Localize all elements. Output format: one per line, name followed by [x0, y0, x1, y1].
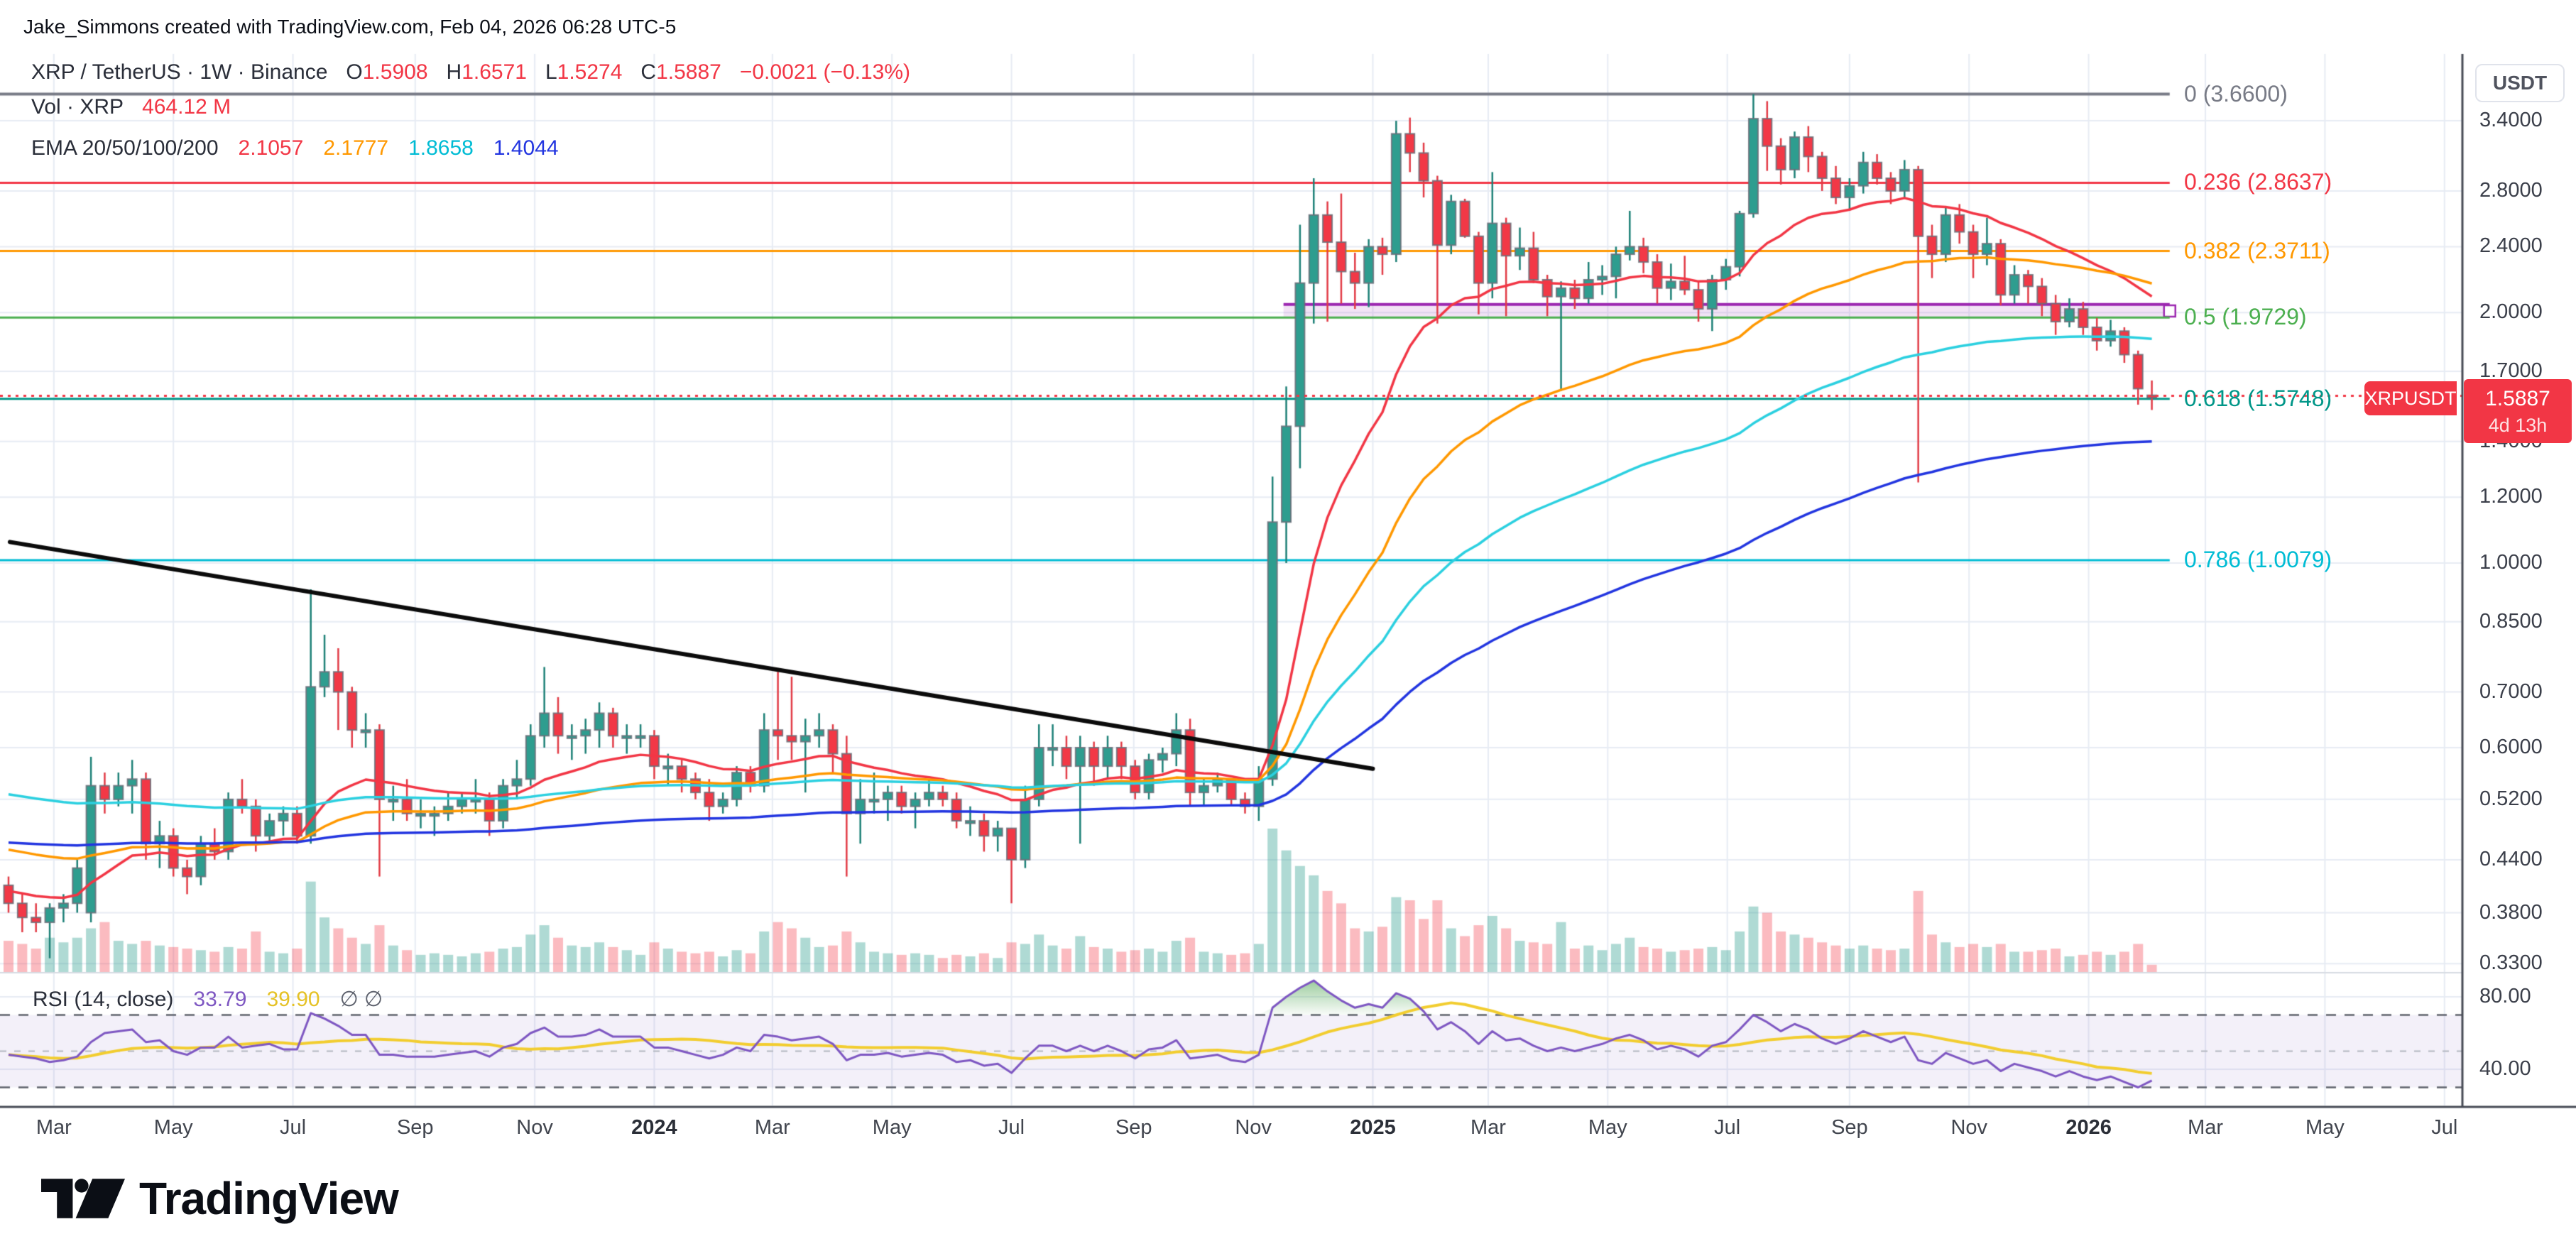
volume-legend-row[interactable]: Vol · XRP 464.12 M — [31, 95, 231, 119]
ema100-value: 1.8658 — [408, 136, 474, 160]
time-tick: Jul — [998, 1116, 1025, 1139]
last-price-value: 1.5887 — [2485, 387, 2550, 410]
volume-value: 464.12 M — [142, 95, 231, 119]
time-tick: Jul — [279, 1116, 307, 1139]
ema50-value: 2.1777 — [323, 136, 389, 160]
ema200-value: 1.4044 — [493, 136, 559, 160]
time-tick: Sep — [1115, 1116, 1152, 1139]
time-tick: 2025 — [1350, 1116, 1396, 1139]
symbol-title[interactable]: XRP / TetherUS · 1W · Binance — [31, 60, 328, 84]
price-tick: 2.8000 — [2479, 178, 2543, 202]
ohlc-low: L1.5274 — [545, 60, 623, 84]
time-tick: Nov — [516, 1116, 553, 1139]
rsi-tick: 40.00 — [2479, 1057, 2531, 1080]
time-tick: May — [2305, 1116, 2345, 1139]
price-tick: 0.4400 — [2479, 847, 2543, 870]
ohlc-close: C1.5887 — [640, 60, 721, 84]
price-tick: 3.4000 — [2479, 109, 2543, 132]
symbol-price-pill: XRPUSDT — [2364, 381, 2457, 415]
price-tick: 0.5200 — [2479, 787, 2543, 810]
price-tick: 0.3300 — [2479, 951, 2543, 975]
price-tick: 1.2000 — [2479, 485, 2543, 508]
price-tick: 0.3800 — [2479, 900, 2543, 924]
time-tick: Nov — [1235, 1116, 1272, 1139]
price-tick: 2.0000 — [2479, 300, 2543, 324]
time-tick: May — [1588, 1116, 1627, 1139]
time-tick: Mar — [36, 1116, 72, 1139]
time-tick: Mar — [2188, 1116, 2224, 1139]
time-tick: Nov — [1950, 1116, 1988, 1139]
fib-label: 0.5 (1.9729) — [2184, 304, 2307, 330]
rsi-value: 33.79 — [193, 987, 247, 1011]
volume-label: Vol · XRP — [31, 95, 124, 119]
currency-usdt-button[interactable]: USDT — [2475, 64, 2565, 102]
time-tick: Sep — [396, 1116, 434, 1139]
price-tick: 2.4000 — [2479, 234, 2543, 258]
time-tick: Mar — [754, 1116, 790, 1139]
rsi-ma-value: 39.90 — [266, 987, 320, 1011]
time-tick: 2026 — [2065, 1116, 2112, 1139]
fib-label: 0 (3.6600) — [2184, 80, 2288, 107]
price-tick: 1.7000 — [2479, 359, 2543, 382]
price-tick: 0.8500 — [2479, 609, 2543, 633]
symbol-legend-row[interactable]: XRP / TetherUS · 1W · Binance O1.5908 H1… — [31, 60, 910, 84]
time-tick: Jul — [1714, 1116, 1741, 1139]
ohlc-high: H1.6571 — [446, 60, 527, 84]
time-tick: Mar — [1470, 1116, 1506, 1139]
ema-label: EMA 20/50/100/200 — [31, 136, 219, 160]
change-value: −0.0021 (−0.13%) — [739, 60, 911, 84]
attribution-text: Jake_Simmons created with TradingView.co… — [23, 16, 677, 38]
tradingview-logo-text: TradingView — [139, 1173, 399, 1224]
rsi-empty-sources-icon: ∅ ∅ — [339, 988, 383, 1011]
time-tick: Sep — [1831, 1116, 1868, 1139]
price-tick: 0.6000 — [2479, 736, 2543, 758]
fib-label: 0.382 (2.3711) — [2184, 237, 2330, 263]
rsi-label: RSI (14, close) — [33, 987, 174, 1011]
time-tick: 2024 — [631, 1116, 677, 1139]
last-price-badge: 1.5887 4d 13h — [2464, 379, 2572, 443]
fib-label: 0.618 (1.5748) — [2184, 385, 2332, 411]
fib-label: 0.236 (2.8637) — [2184, 169, 2332, 195]
price-tick: 0.7000 — [2479, 679, 2543, 703]
price-tick: 1.0000 — [2479, 551, 2543, 574]
tradingview-logo[interactable]: TradingView — [41, 1170, 399, 1227]
time-tick: Jul — [2431, 1116, 2458, 1139]
rsi-legend-row[interactable]: RSI (14, close) 33.79 39.90 ∅ ∅ — [33, 987, 383, 1012]
ohlc-open: O1.5908 — [346, 60, 428, 84]
bar-countdown: 4d 13h — [2488, 415, 2548, 436]
tradingview-logo-icon — [41, 1179, 125, 1218]
ema-legend-row[interactable]: EMA 20/50/100/200 2.1057 2.1777 1.8658 1… — [31, 136, 559, 160]
rsi-tick: 80.00 — [2479, 985, 2531, 1007]
time-tick: May — [872, 1116, 912, 1139]
fib-label: 0.786 (1.0079) — [2184, 546, 2332, 572]
time-tick: May — [153, 1116, 193, 1139]
ema20-value: 2.1057 — [238, 136, 304, 160]
